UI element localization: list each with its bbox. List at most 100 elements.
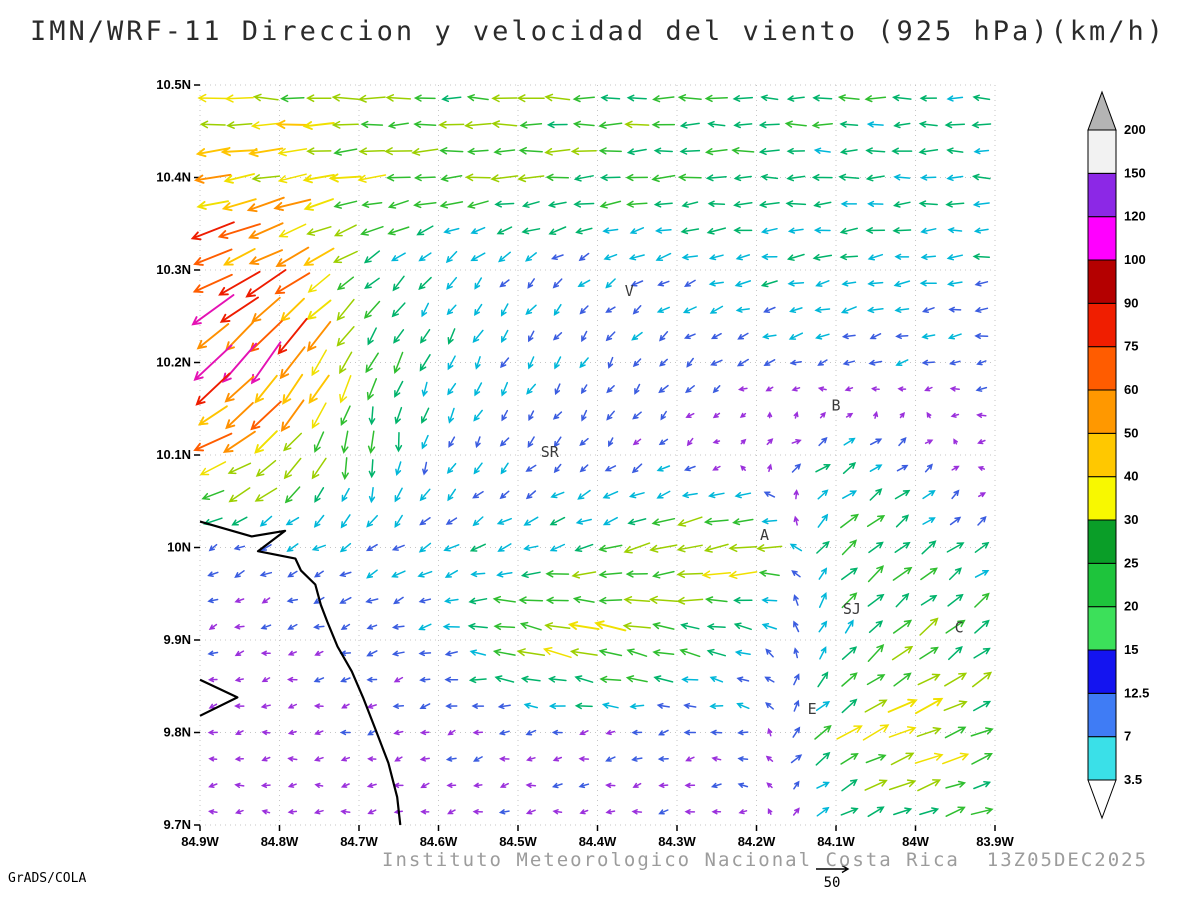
wind-arrow	[339, 375, 352, 404]
wind-arrow	[817, 671, 829, 688]
wind-arrow	[652, 570, 675, 579]
wind-arrow	[764, 676, 775, 683]
wind-arrow	[473, 409, 483, 422]
wind-arrow	[366, 676, 378, 683]
wind-arrow	[786, 253, 805, 261]
wind-arrow	[525, 809, 536, 815]
wind-arrow	[685, 412, 695, 418]
station-label-e: E	[808, 700, 817, 718]
wind-arrow	[684, 782, 696, 789]
y-tick-label: 10.4N	[156, 170, 191, 185]
wind-arrow	[974, 569, 990, 578]
wind-arrow	[575, 227, 593, 235]
wind-arrow	[869, 488, 883, 501]
wind-arrow	[447, 488, 457, 502]
wind-arrow	[464, 121, 492, 130]
wind-arrow	[519, 621, 542, 631]
wind-arrow	[287, 782, 297, 788]
wind-arrow	[548, 702, 566, 710]
colorbar-label: 75	[1124, 339, 1138, 354]
wind-arrow	[761, 253, 778, 261]
wind-arrow	[947, 333, 962, 340]
wind-arrow	[411, 148, 439, 156]
wind-arrow	[788, 332, 804, 340]
wind-arrow	[763, 306, 776, 313]
station-label-c: C	[955, 619, 964, 637]
wind-arrow	[341, 487, 350, 503]
footer-institute: Instituto Meteorologico Nacional Costa R…	[382, 849, 1149, 871]
wind-arrow	[248, 222, 284, 240]
wind-arrow	[544, 622, 571, 630]
wind-arrow	[419, 354, 431, 372]
wind-arrow	[946, 254, 964, 261]
wind-arrow	[944, 121, 966, 129]
wind-arrow	[841, 779, 858, 792]
wind-arrow	[195, 372, 231, 406]
wind-arrow	[737, 332, 749, 340]
wind-arrow	[254, 374, 278, 404]
wind-arrow	[578, 782, 590, 789]
colorbar-label: 120	[1124, 209, 1146, 224]
wind-arrow	[525, 490, 537, 500]
wind-arrow	[365, 352, 379, 374]
wind-arrow	[683, 279, 696, 287]
wind-arrow	[234, 809, 244, 815]
wind-arrow	[686, 357, 694, 368]
wind-arrow	[572, 596, 595, 604]
wind-arrow	[499, 490, 510, 500]
wind-arrow	[413, 174, 436, 182]
wind-arrow	[314, 487, 325, 503]
wind-arrow	[840, 513, 860, 529]
wind-arrow	[976, 360, 987, 366]
wind-arrow	[468, 676, 487, 684]
wind-arrow	[844, 619, 854, 634]
wind-arrow	[600, 94, 621, 102]
wind-arrow	[842, 461, 857, 475]
wind-arrow	[681, 676, 699, 683]
wind-arrow	[254, 430, 278, 454]
wind-arrow	[767, 463, 773, 473]
y-tick-label: 10.1N	[156, 447, 191, 462]
wind-arrow	[763, 359, 776, 367]
wind-arrow	[413, 200, 437, 209]
wind-arrow	[287, 703, 298, 709]
wind-arrow	[413, 120, 437, 129]
colorbar-label: 200	[1124, 122, 1146, 137]
wind-arrow	[970, 807, 994, 816]
wind-arrow	[280, 297, 305, 323]
wind-arrow	[887, 698, 918, 713]
wind-arrow	[944, 672, 968, 687]
wind-arrow	[951, 465, 960, 471]
station-label-sr: SR	[541, 443, 560, 461]
wind-arrow	[677, 516, 703, 527]
wind-arrow	[384, 147, 413, 156]
wind-arrow	[818, 436, 828, 447]
wind-arrow	[313, 570, 324, 578]
wind-arrow	[658, 384, 669, 394]
wind-arrow	[473, 782, 483, 788]
colorbar-under-triangle	[1087, 779, 1117, 820]
wind-arrow	[546, 121, 568, 129]
wind-arrow	[973, 780, 992, 790]
wind-arrow	[735, 254, 751, 261]
wind-arrow	[313, 809, 324, 815]
wind-arrow	[953, 438, 958, 445]
wind-arrow	[704, 94, 728, 103]
wind-arrow	[891, 147, 913, 155]
wind-arrow	[710, 729, 723, 736]
wind-arrow	[578, 252, 590, 262]
wind-arrow	[786, 147, 806, 155]
wind-arrow	[567, 621, 600, 631]
wind-arrow	[471, 703, 485, 709]
wind-arrow	[623, 542, 651, 554]
wind-arrow	[818, 567, 828, 580]
wind-arrow	[634, 383, 641, 395]
wind-arrow	[767, 727, 773, 737]
wind-arrow	[815, 333, 830, 340]
wind-arrow	[676, 596, 704, 605]
wind-arrow	[395, 431, 403, 453]
wind-arrow	[525, 782, 537, 789]
wind-arrow	[199, 461, 227, 476]
wind-arrow	[287, 729, 297, 736]
wind-arrow	[394, 756, 403, 762]
